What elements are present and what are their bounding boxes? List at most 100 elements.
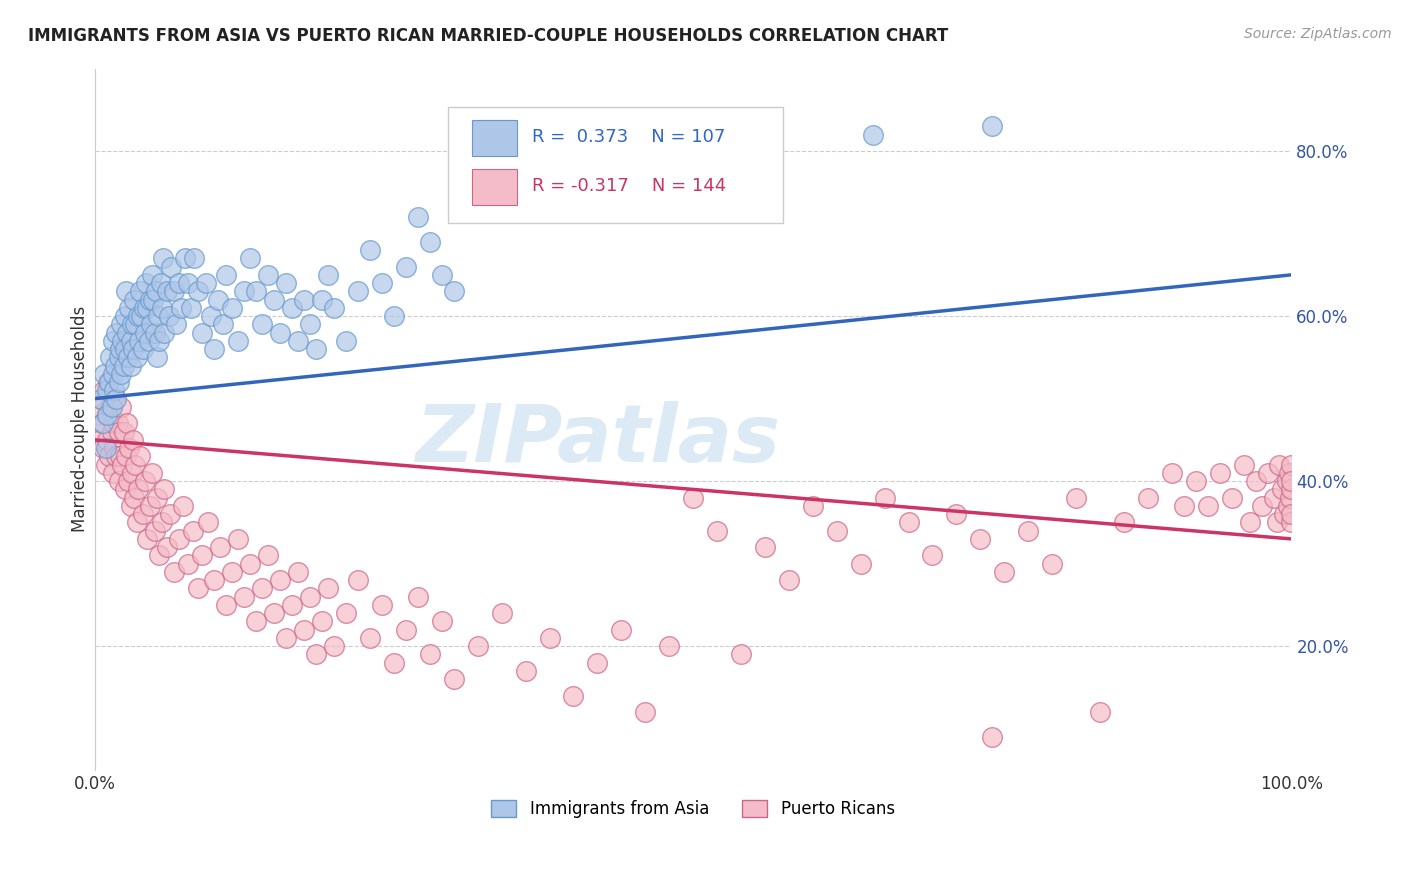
Point <box>269 573 291 587</box>
Point <box>187 582 209 596</box>
Point <box>443 672 465 686</box>
Point <box>90 392 112 406</box>
Point <box>730 648 752 662</box>
Point <box>121 318 143 332</box>
Text: Source: ZipAtlas.com: Source: ZipAtlas.com <box>1244 27 1392 41</box>
Point <box>115 326 138 340</box>
Point <box>211 318 233 332</box>
Point <box>107 425 129 439</box>
Point <box>127 483 149 497</box>
Point <box>257 549 280 563</box>
Text: R =  0.373    N = 107: R = 0.373 N = 107 <box>531 128 725 146</box>
Point <box>160 260 183 274</box>
Point <box>406 590 429 604</box>
Point <box>112 359 135 373</box>
Point <box>1208 466 1230 480</box>
Point <box>200 309 222 323</box>
Point <box>170 301 193 315</box>
Point <box>101 367 124 381</box>
Point <box>921 549 943 563</box>
Point <box>122 433 145 447</box>
Point <box>233 590 256 604</box>
Point <box>281 598 304 612</box>
Point <box>305 648 328 662</box>
Point <box>335 334 357 348</box>
Point <box>138 334 160 348</box>
Point <box>124 491 146 505</box>
Point <box>221 301 243 315</box>
Point <box>395 260 418 274</box>
Point <box>1184 474 1206 488</box>
Point <box>1265 516 1288 530</box>
Point <box>215 598 238 612</box>
Y-axis label: Married-couple Households: Married-couple Households <box>72 306 89 533</box>
Point <box>682 491 704 505</box>
Point <box>98 450 121 464</box>
Point <box>406 210 429 224</box>
Point <box>131 309 153 323</box>
Point <box>323 301 346 315</box>
Point <box>134 326 156 340</box>
Point <box>1268 458 1291 472</box>
Point <box>110 318 132 332</box>
Point <box>1173 499 1195 513</box>
Point <box>1160 466 1182 480</box>
Point <box>177 557 200 571</box>
Point <box>125 351 148 365</box>
Point <box>191 326 214 340</box>
Point <box>1257 466 1279 480</box>
Point <box>945 507 967 521</box>
Point <box>228 532 250 546</box>
Point <box>257 268 280 282</box>
Point <box>110 367 132 381</box>
Point <box>245 285 267 299</box>
Point <box>148 549 170 563</box>
Point <box>117 351 139 365</box>
Point <box>610 623 633 637</box>
Point <box>183 252 205 266</box>
Point <box>90 392 112 406</box>
Point <box>104 392 127 406</box>
Point <box>129 285 152 299</box>
Point <box>1239 516 1261 530</box>
Point <box>173 252 195 266</box>
Point <box>167 276 190 290</box>
Point <box>167 532 190 546</box>
Point <box>515 664 537 678</box>
Point <box>134 474 156 488</box>
Point <box>139 318 162 332</box>
Point <box>382 656 405 670</box>
Point <box>316 582 339 596</box>
Point <box>157 309 180 323</box>
Point <box>118 441 141 455</box>
Point <box>96 408 118 422</box>
Point <box>159 507 181 521</box>
Point <box>430 615 453 629</box>
Point <box>1281 516 1303 530</box>
Point <box>239 252 262 266</box>
Point <box>311 615 333 629</box>
Point <box>139 293 162 307</box>
Point <box>98 375 121 389</box>
Point <box>873 491 896 505</box>
Point <box>155 285 177 299</box>
Point <box>108 342 131 356</box>
Point <box>93 367 115 381</box>
Point <box>91 417 114 431</box>
Point <box>778 573 800 587</box>
Point <box>153 483 176 497</box>
Point <box>115 285 138 299</box>
Point <box>139 499 162 513</box>
Point <box>114 309 136 323</box>
Point <box>1197 499 1219 513</box>
Point <box>105 326 128 340</box>
Text: ZIPatlas: ZIPatlas <box>415 401 780 479</box>
Point <box>382 309 405 323</box>
Point <box>96 384 118 398</box>
Text: IMMIGRANTS FROM ASIA VS PUERTO RICAN MARRIED-COUPLE HOUSEHOLDS CORRELATION CHART: IMMIGRANTS FROM ASIA VS PUERTO RICAN MAR… <box>28 27 949 45</box>
Point <box>107 351 129 365</box>
Point <box>108 450 131 464</box>
Point <box>419 235 441 249</box>
Point <box>228 334 250 348</box>
Bar <box>472 169 517 205</box>
